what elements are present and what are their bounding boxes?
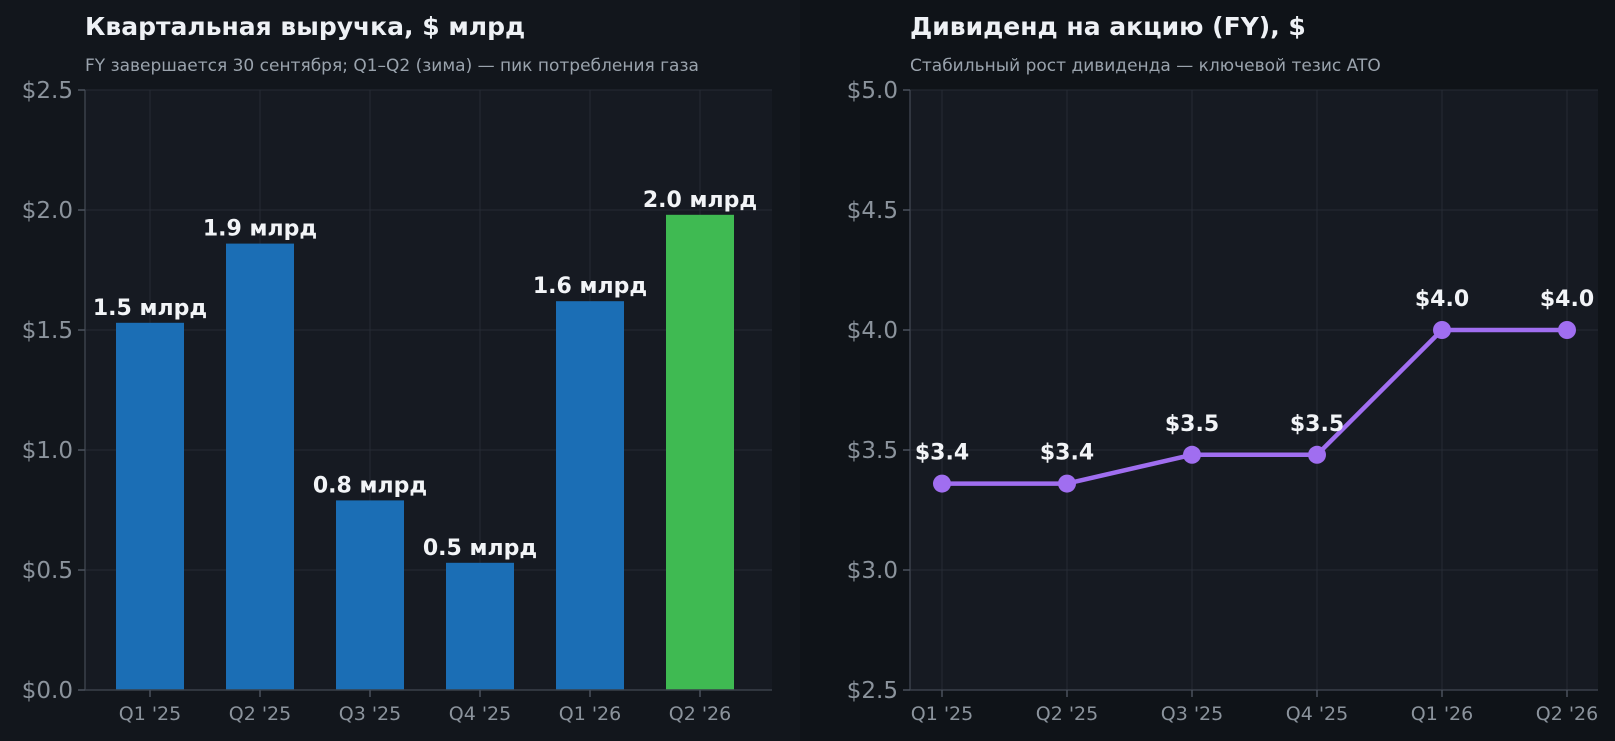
dividend-point (1433, 321, 1451, 339)
dividend-chart-subtitle: Стабильный рост дивиденда — ключевой тез… (910, 56, 1381, 76)
dividend-x-tick-label: Q1 '25 (911, 703, 973, 725)
revenue-x-tick-label: Q2 '26 (669, 703, 731, 725)
revenue-chart-subtitle: FY завершается 30 сентября; Q1–Q2 (зима)… (85, 56, 699, 76)
revenue-bar (446, 562, 514, 690)
dividend-y-tick-label: $3.5 (847, 438, 898, 464)
revenue-bar (556, 301, 624, 690)
revenue-y-tick-label: $2.0 (22, 198, 73, 224)
dividend-point (933, 474, 951, 493)
revenue-bar (226, 243, 294, 690)
dividend-y-tick-label: $2.5 (847, 678, 898, 704)
dividend-y-ticks: $2.5 $3.0 $3.5 $4.0 $4.5 $5.0 (847, 78, 910, 704)
revenue-y-tick-label: $1.5 (22, 318, 73, 344)
revenue-chart-panel: Квартальная выручка, $ млрд FY завершает… (0, 0, 800, 741)
dividend-data-label: $3.4 (1040, 441, 1094, 466)
dividend-chart-title: Дивиденд на акцию (FY), $ (910, 12, 1306, 41)
dividend-line (939, 327, 1570, 486)
dividend-y-tick-label: $5.0 (847, 78, 898, 104)
revenue-x-tick-label: Q1 '25 (119, 703, 181, 725)
dividend-y-tick-label: $4.5 (847, 198, 898, 224)
dividend-point (1058, 474, 1076, 493)
revenue-bars (116, 214, 734, 691)
dividend-data-label: $3.5 (1165, 412, 1219, 437)
dividend-chart-panel: Дивиденд на акцию (FY), $ Стабильный рос… (800, 0, 1615, 741)
dividend-y-tick-label: $3.0 (847, 558, 898, 584)
dividend-data-label: $4.0 (1540, 287, 1594, 312)
revenue-x-tick-label: Q2 '25 (229, 703, 291, 725)
revenue-data-label: 1.9 млрд (203, 217, 317, 242)
dividend-x-tick-label: Q4 '25 (1286, 703, 1348, 725)
revenue-x-tick-label: Q1 '26 (559, 703, 621, 725)
dividend-point (1558, 321, 1576, 339)
dividend-x-tick-label: Q1 '26 (1411, 703, 1473, 725)
dividend-x-tick-label: Q2 '26 (1536, 703, 1598, 725)
dividend-point (1308, 445, 1326, 464)
dividend-plot-area (910, 90, 1598, 690)
revenue-x-ticks: Q1 '25 Q2 '25 Q3 '25 Q4 '25 Q1 '26 Q2 '26 (119, 690, 731, 725)
revenue-data-label: 0.5 млрд (423, 536, 537, 561)
revenue-bar (336, 500, 404, 690)
revenue-bar (116, 322, 184, 690)
revenue-y-ticks: $0.0 $0.5 $1.0 $1.5 $2.0 $2.5 (22, 78, 85, 704)
revenue-x-tick-label: Q3 '25 (339, 703, 401, 725)
dividend-x-ticks: Q1 '25 Q2 '25 Q3 '25 Q4 '25 Q1 '26 Q2 '26 (911, 690, 1598, 725)
dividend-data-labels: $3.4 $3.4 $3.5 $3.5 $4.0 $4.0 (915, 287, 1594, 466)
revenue-data-label: 0.8 млрд (313, 473, 427, 498)
dividend-series (933, 321, 1576, 493)
dividend-point (1183, 445, 1201, 464)
dividend-x-tick-label: Q2 '25 (1036, 703, 1098, 725)
revenue-y-tick-label: $1.0 (22, 438, 73, 464)
revenue-y-tick-label: $0.5 (22, 558, 73, 584)
dividend-data-label: $4.0 (1415, 287, 1469, 312)
revenue-chart-title: Квартальная выручка, $ млрд (85, 12, 525, 41)
revenue-data-label: 1.5 млрд (93, 296, 207, 321)
revenue-y-tick-label: $0.0 (22, 678, 73, 704)
revenue-data-label: 2.0 млрд (643, 188, 757, 213)
revenue-x-tick-label: Q4 '25 (449, 703, 511, 725)
dividend-data-label: $3.5 (1290, 412, 1344, 437)
revenue-data-labels: 1.5 млрд 1.9 млрд 0.8 млрд 0.5 млрд 1.6 млрд… (93, 188, 757, 561)
dividend-y-tick-label: $4.0 (847, 318, 898, 344)
revenue-plot-area (85, 90, 772, 690)
dividend-data-label: $3.4 (915, 441, 969, 466)
dividend-x-tick-label: Q3 '25 (1161, 703, 1223, 725)
revenue-y-tick-label: $2.5 (22, 78, 73, 104)
revenue-data-label: 1.6 млрд (533, 274, 647, 299)
revenue-bar (666, 214, 734, 691)
